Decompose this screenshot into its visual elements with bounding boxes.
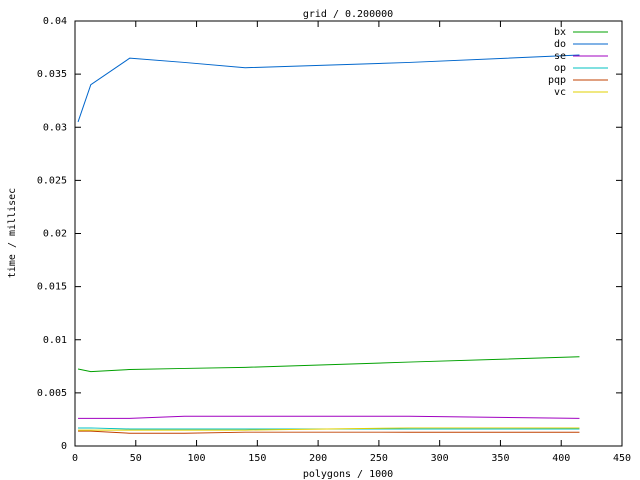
x-tick-label: 300 xyxy=(431,453,449,464)
x-tick-label: 250 xyxy=(370,453,388,464)
legend-label: pqp xyxy=(548,75,566,86)
y-tick-label: 0 xyxy=(61,441,67,452)
y-tick-label: 0.035 xyxy=(37,69,67,80)
y-tick-label: 0.03 xyxy=(43,122,67,133)
x-tick-label: 450 xyxy=(613,453,631,464)
x-tick-label: 350 xyxy=(491,453,509,464)
y-tick-label: 0.02 xyxy=(43,229,67,240)
series-line xyxy=(78,427,580,430)
y-tick-label: 0.01 xyxy=(43,335,67,346)
x-tick-label: 150 xyxy=(248,453,266,464)
x-tick-label: 400 xyxy=(552,453,570,464)
y-tick-label: 0.04 xyxy=(43,16,67,27)
legend-label: bx xyxy=(554,27,566,38)
series-line xyxy=(77,54,580,123)
y-tick-label: 0.015 xyxy=(37,282,67,293)
x-tick-label: 100 xyxy=(188,453,206,464)
legend-label: vc xyxy=(554,87,566,98)
x-axis-label: polygons / 1000 xyxy=(303,469,393,480)
series-line xyxy=(78,427,580,431)
legend-label: op xyxy=(554,63,566,74)
series-line xyxy=(78,415,580,419)
x-tick-label: 200 xyxy=(309,453,327,464)
series-line xyxy=(77,356,580,373)
x-tick-label: 0 xyxy=(72,453,78,464)
y-tick-label: 0.025 xyxy=(37,175,67,186)
legend-label: se xyxy=(554,51,566,62)
x-tick-label: 50 xyxy=(130,453,142,464)
y-axis-label: time / millisec xyxy=(7,188,18,278)
series-line xyxy=(78,430,580,434)
legend-label: do xyxy=(554,39,566,50)
y-tick-label: 0.005 xyxy=(37,388,67,399)
chart-title: grid / 0.200000 xyxy=(303,9,393,20)
